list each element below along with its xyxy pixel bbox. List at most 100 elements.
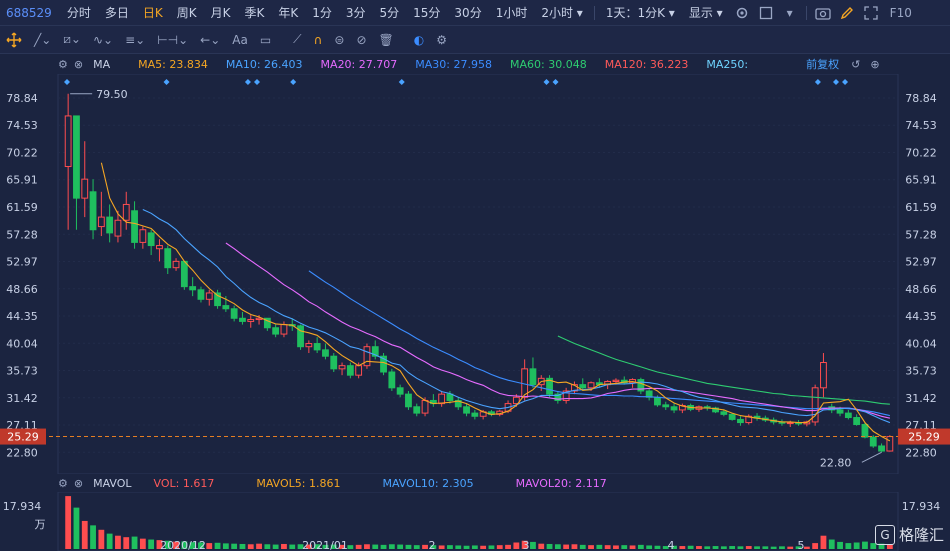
candle-body xyxy=(355,365,363,376)
candle-body xyxy=(869,436,877,447)
volume-bar xyxy=(73,507,80,549)
lock-icon[interactable]: ⊜ xyxy=(334,32,345,47)
volume-bar xyxy=(505,544,511,549)
candle-body xyxy=(471,412,479,417)
candlestick-chart[interactable]: 78.84 78.84 74.53 74.53 70.22 70.22 65.91 65.91… xyxy=(0,74,950,474)
low-pointer xyxy=(861,451,882,463)
candle-body xyxy=(114,219,122,237)
volume-bar xyxy=(447,545,453,549)
mavol-name: MAVOL xyxy=(93,476,132,490)
trash-icon[interactable]: 🗑 xyxy=(378,32,394,47)
volume-bar xyxy=(588,545,594,549)
ma10-value: MA10: 26.403 xyxy=(225,57,303,71)
candle-body xyxy=(745,415,753,424)
volume-bar xyxy=(123,537,130,549)
fullscreen-icon[interactable] xyxy=(863,5,879,21)
volume-bar xyxy=(214,542,221,549)
volume-chart[interactable]: 17.934 万 17.934 2020/12 2021/01 2 3 4 5 xyxy=(0,492,950,551)
period-1day-1min-dropdown[interactable]: 1天：1分K ▾ xyxy=(605,6,675,20)
adjust-button[interactable]: 前复权 xyxy=(806,58,840,71)
zoom-icon[interactable]: ⊕ xyxy=(870,57,880,71)
mavol20-value: MAVOL20: 2.117 xyxy=(515,476,607,490)
reset-icon[interactable]: ↺ xyxy=(851,57,861,71)
volume-bar xyxy=(687,545,694,549)
volume-bar xyxy=(463,545,470,549)
checkbox-dropdown-icon[interactable] xyxy=(758,5,774,21)
price-tick-right: 52.97 xyxy=(905,256,937,269)
vol-close-icon[interactable]: ⊗ xyxy=(73,476,84,490)
hide-icon[interactable]: ⊘ xyxy=(356,32,367,47)
period-fenshi[interactable]: 分时 xyxy=(66,6,91,20)
candle-body xyxy=(587,382,595,389)
period-weekly-k[interactable]: 周K xyxy=(176,6,197,20)
volume-bar xyxy=(654,545,661,549)
stock-code[interactable]: 688529 xyxy=(6,5,52,20)
candle-body xyxy=(886,436,894,452)
period-15min[interactable]: 15分 xyxy=(413,6,441,20)
period-quarterly-k[interactable]: 季K xyxy=(244,6,265,20)
candle-body xyxy=(338,365,346,370)
volume-bar xyxy=(795,546,802,549)
drawing-settings-icon[interactable]: ⚙ xyxy=(436,32,447,47)
pencil-icon[interactable] xyxy=(839,5,855,21)
period-2hour-label: 2小时 xyxy=(541,6,573,20)
volume-bar xyxy=(762,546,769,549)
line-tool-icon[interactable]: ╱⌄ xyxy=(34,32,52,47)
channel-tool-icon[interactable]: ⧄⌄ xyxy=(63,32,81,46)
visibility-toggle-icon[interactable]: ◐ xyxy=(413,32,425,47)
measure-tool-icon[interactable]: ⊢⊣⌄ xyxy=(157,32,189,47)
candle-body xyxy=(197,289,205,300)
period-monthly-k[interactable]: 月K xyxy=(210,6,231,20)
move-crosshair-icon[interactable] xyxy=(6,32,22,48)
chevron-down-icon[interactable]: ▾ xyxy=(786,5,793,20)
price-tick-right: 40.04 xyxy=(905,337,937,350)
volume-bar xyxy=(471,545,478,549)
comment-tool-icon[interactable]: ▭ xyxy=(259,32,272,47)
candle-body xyxy=(330,355,338,370)
f10-button[interactable]: F10 xyxy=(889,5,912,20)
vol-settings-icon[interactable]: ⚙ xyxy=(58,476,68,490)
volume-bar xyxy=(596,544,603,549)
candle-body xyxy=(189,286,197,291)
period-1hour[interactable]: 1小时 xyxy=(495,6,528,20)
x-axis-label: 5 xyxy=(798,539,805,551)
fib-tool-icon[interactable]: ≡⌄ xyxy=(125,32,146,47)
ma-settings-icon[interactable]: ⚙ xyxy=(58,57,68,71)
mavol5-value: MAVOL5: 1.861 xyxy=(256,476,341,490)
volume-bar xyxy=(90,525,96,549)
period-2hour-dropdown[interactable]: 2小时 ▾ xyxy=(541,6,583,20)
candle-body xyxy=(81,178,89,199)
event-marker xyxy=(832,79,839,85)
volume-bar xyxy=(530,541,536,549)
event-marker xyxy=(543,79,550,85)
magnet-icon[interactable]: ∩ xyxy=(313,32,323,47)
candle-body xyxy=(89,191,97,231)
ma-name: MA xyxy=(93,57,111,71)
volume-bar xyxy=(579,544,586,549)
period-duori[interactable]: 多日 xyxy=(104,6,129,20)
period-3min[interactable]: 3分 xyxy=(345,6,366,20)
candle-body xyxy=(180,260,188,288)
period-5min[interactable]: 5分 xyxy=(379,6,400,20)
candle-body xyxy=(172,260,180,269)
ma60-value: MA60: 30.048 xyxy=(509,57,587,71)
arrow-tool-icon[interactable]: ←⌄ xyxy=(200,32,221,47)
period-30min[interactable]: 30分 xyxy=(454,6,482,20)
volume-bar xyxy=(878,543,885,549)
display-dropdown[interactable]: 显示 ▾ xyxy=(688,6,723,20)
ma-close-icon[interactable]: ⊗ xyxy=(73,57,84,71)
period-yearly-k[interactable]: 年K xyxy=(278,6,299,20)
event-marker xyxy=(842,79,849,85)
settings-gear-icon[interactable] xyxy=(734,5,750,21)
price-tick-left: 65.91 xyxy=(6,174,38,187)
volume-bar xyxy=(770,546,777,549)
price-tick-right: 35.73 xyxy=(905,365,937,378)
volume-bar xyxy=(206,543,213,549)
camera-icon[interactable] xyxy=(815,5,831,21)
candle-body xyxy=(346,365,354,376)
period-1min[interactable]: 1分 xyxy=(312,6,332,20)
period-daily-k[interactable]: 日K xyxy=(142,6,163,20)
text-tool-icon[interactable]: Aa xyxy=(232,32,248,47)
ruler-icon[interactable]: ⟋ xyxy=(293,32,302,46)
wave-tool-icon[interactable]: ∿⌄ xyxy=(92,32,114,47)
